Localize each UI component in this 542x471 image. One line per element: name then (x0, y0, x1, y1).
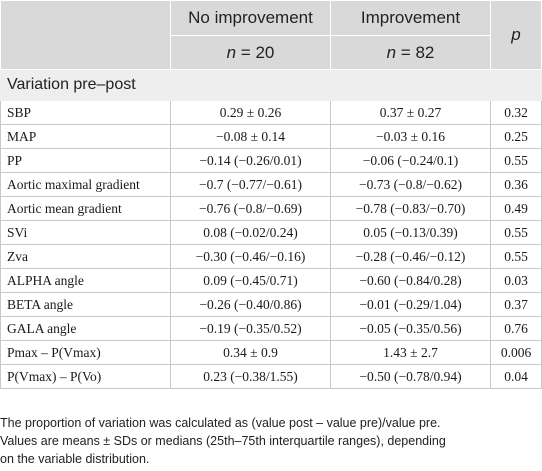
improvement-value: 0.37 ± 0.27 (330, 100, 491, 125)
no-improvement-value: −0.7 (−0.77/−0.61) (170, 172, 331, 197)
row-label: SVi (0, 220, 171, 245)
improvement-value: −0.78 (−0.83/−0.70) (330, 196, 491, 221)
row-label: SBP (0, 100, 171, 125)
p-value: 0.36 (490, 172, 542, 197)
no-improvement-value: −0.76 (−0.8/−0.69) (170, 196, 331, 221)
n-symbol: n (226, 42, 237, 62)
table-row: Pmax – P(Vmax) 0.34 ± 0.9 1.43 ± 2.7 0.006 (0, 340, 542, 365)
subheader-no-improvement-n: n = 20 (170, 35, 331, 70)
variation-table: No improvement Improvement p n = 20 n = … (0, 0, 542, 389)
n-value: = 20 (236, 42, 275, 62)
improvement-value: −0.01 (−0.29/1.04) (330, 292, 491, 317)
footnote-line-1: The proportion of variation was calculat… (0, 416, 441, 430)
p-value: 0.25 (490, 124, 542, 149)
table-row: Zva −0.30 (−0.46/−0.16) −0.28 (−0.46/−0.12… (0, 244, 542, 269)
no-improvement-value: 0.34 ± 0.9 (170, 340, 331, 365)
no-improvement-value: 0.08 (−0.02/0.24) (170, 220, 331, 245)
section-row: Variation pre–post (0, 69, 542, 101)
table-row: BETA angle −0.26 (−0.40/0.86) −0.01 (−0.29… (0, 292, 542, 317)
header-no-improvement: No improvement (170, 0, 331, 36)
row-label: MAP (0, 124, 171, 149)
improvement-value: −0.73 (−0.8/−0.62) (330, 172, 491, 197)
p-value: 0.76 (490, 316, 542, 341)
table-row: ALPHA angle 0.09 (−0.45/0.71) −0.60 (−0.84… (0, 268, 542, 293)
p-value: 0.32 (490, 100, 542, 125)
n-value: = 82 (396, 42, 435, 62)
row-label: GALA angle (0, 316, 171, 341)
row-label: BETA angle (0, 292, 171, 317)
p-value: 0.55 (490, 148, 542, 173)
n-symbol: n (386, 42, 397, 62)
improvement-value: −0.03 ± 0.16 (330, 124, 491, 149)
p-value: 0.55 (490, 244, 542, 269)
table-row: PP −0.14 (−0.26/0.01) −0.06 (−0.24/0.1) 0.5… (0, 148, 542, 173)
p-value: 0.55 (490, 220, 542, 245)
improvement-value: −0.28 (−0.46/−0.12) (330, 244, 491, 269)
table-row: SBP 0.29 ± 0.26 0.37 ± 0.27 0.32 (0, 100, 542, 125)
header-row: No improvement Improvement p (0, 0, 542, 70)
no-improvement-value: −0.08 ± 0.14 (170, 124, 331, 149)
row-label: ALPHA angle (0, 268, 171, 293)
no-improvement-value: −0.30 (−0.46/−0.16) (170, 244, 331, 269)
improvement-value: −0.60 (−0.84/0.28) (330, 268, 491, 293)
table-row: Aortic maximal gradient −0.7 (−0.77/−0.61… (0, 172, 542, 197)
no-improvement-value: 0.23 (−0.38/1.55) (170, 364, 331, 389)
p-value: 0.37 (490, 292, 542, 317)
p-value: 0.04 (490, 364, 542, 389)
header-improvement: Improvement (330, 0, 491, 36)
row-label: PP (0, 148, 171, 173)
no-improvement-value: 0.09 (−0.45/0.71) (170, 268, 331, 293)
row-label: Aortic mean gradient (0, 196, 171, 221)
footnote-line-3: on the variable distribution. (0, 452, 150, 466)
improvement-value: −0.50 (−0.78/0.94) (330, 364, 491, 389)
row-label: Aortic maximal gradient (0, 172, 171, 197)
no-improvement-value: −0.19 (−0.35/0.52) (170, 316, 331, 341)
footnote-line-2: Values are means ± SDs or medians (25th–… (0, 434, 446, 448)
no-improvement-value: −0.14 (−0.26/0.01) (170, 148, 331, 173)
table-footnote: The proportion of variation was calculat… (0, 414, 542, 468)
p-value: 0.006 (490, 340, 542, 365)
no-improvement-value: −0.26 (−0.40/0.86) (170, 292, 331, 317)
table-row: SVi 0.08 (−0.02/0.24) 0.05 (−0.13/0.39) 0.5… (0, 220, 542, 245)
improvement-value: 0.05 (−0.13/0.39) (330, 220, 491, 245)
p-value: 0.03 (490, 268, 542, 293)
p-value: 0.49 (490, 196, 542, 221)
subheader-row: n = 20 n = 82 (1, 35, 542, 70)
table-row: GALA angle −0.19 (−0.35/0.52) −0.05 (−0.35… (0, 316, 542, 341)
table-row: P(Vmax) – P(Vo) 0.23 (−0.38/1.55) −0.50 (−… (0, 364, 542, 389)
no-improvement-value: 0.29 ± 0.26 (170, 100, 331, 125)
row-label: Pmax – P(Vmax) (0, 340, 171, 365)
section-title: Variation pre–post (0, 69, 542, 101)
subheader-improvement-n: n = 82 (330, 35, 491, 70)
improvement-value: 1.43 ± 2.7 (330, 340, 491, 365)
row-label: P(Vmax) – P(Vo) (0, 364, 171, 389)
table-row: Aortic mean gradient −0.76 (−0.8/−0.69) −0… (0, 196, 542, 221)
header-blank (0, 0, 171, 70)
row-label: Zva (0, 244, 171, 269)
improvement-value: −0.05 (−0.35/0.56) (330, 316, 491, 341)
improvement-value: −0.06 (−0.24/0.1) (330, 148, 491, 173)
table-row: MAP −0.08 ± 0.14 −0.03 ± 0.16 0.25 (0, 124, 542, 149)
header-p: p (490, 0, 542, 70)
